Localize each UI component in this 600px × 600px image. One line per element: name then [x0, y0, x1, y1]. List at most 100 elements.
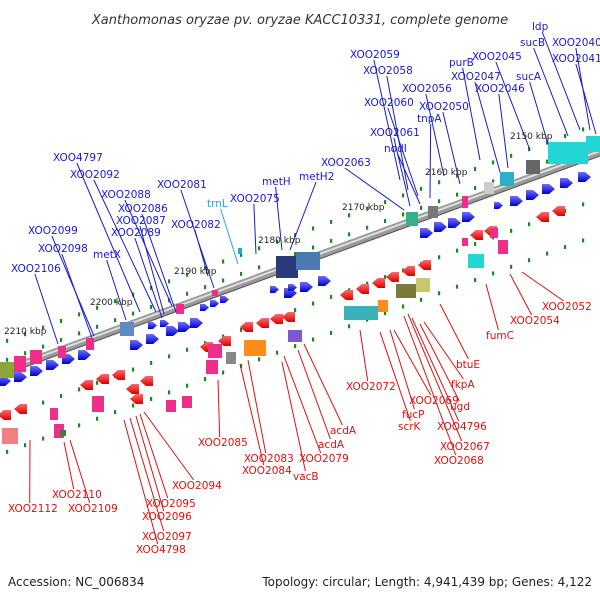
forward-gene-arrow[interactable]: [190, 318, 203, 328]
reverse-gene-arrow[interactable]: [126, 384, 139, 394]
reverse-gene-arrow[interactable]: [240, 322, 253, 332]
reverse-gene-label[interactable]: acdA: [330, 425, 357, 437]
forward-gene-label[interactable]: ldp: [532, 21, 549, 33]
forward-gene-label[interactable]: metH: [262, 176, 291, 188]
reverse-gene-label[interactable]: fkpA: [451, 379, 475, 391]
forward-gene-label[interactable]: XOO2040: [552, 37, 600, 49]
reverse-gene-arrow[interactable]: [340, 290, 353, 300]
reverse-gene-arrow[interactable]: [552, 206, 565, 216]
forward-gene-arrow[interactable]: [30, 366, 43, 376]
reverse-gene-label[interactable]: XOO2068: [434, 455, 484, 467]
gene-feature-block[interactable]: [2, 428, 18, 444]
reverse-gene-arrow[interactable]: [112, 370, 125, 380]
reverse-gene-label[interactable]: XOO2054: [510, 315, 560, 327]
forward-gene-label[interactable]: XOO2061: [370, 127, 420, 139]
reverse-gene-label[interactable]: XOO4796: [437, 421, 487, 433]
reverse-gene-arrow[interactable]: [270, 314, 283, 324]
reverse-gene-label[interactable]: XOO2097: [142, 531, 192, 543]
reverse-gene-arrow[interactable]: [282, 312, 295, 322]
forward-gene-label[interactable]: XOO2041: [552, 53, 600, 65]
forward-gene-arrow[interactable]: [578, 172, 591, 182]
reverse-gene-arrow[interactable]: [386, 272, 399, 282]
reverse-gene-arrow[interactable]: [96, 374, 109, 384]
forward-gene-label[interactable]: XOO4797: [53, 152, 103, 164]
forward-gene-label[interactable]: tnpA: [417, 113, 442, 125]
reverse-gene-arrow[interactable]: [140, 376, 153, 386]
forward-gene-label[interactable]: XOO2089: [111, 227, 161, 239]
gene-feature-block[interactable]: [0, 362, 14, 378]
forward-gene-arrow[interactable]: [46, 360, 59, 370]
reverse-gene-label[interactable]: XOO2069: [409, 395, 459, 407]
gene-feature-block[interactable]: [490, 228, 498, 238]
gene-feature-block[interactable]: [54, 424, 64, 438]
forward-gene-label[interactable]: XOO2081: [157, 179, 207, 191]
reverse-gene-arrow[interactable]: [218, 336, 231, 346]
gene-feature-block[interactable]: [406, 212, 418, 226]
reverse-gene-arrow[interactable]: [256, 318, 269, 328]
reverse-gene-arrow[interactable]: [372, 278, 385, 288]
reverse-gene-label[interactable]: acdA: [318, 439, 345, 451]
forward-gene-arrow[interactable]: [0, 376, 11, 386]
reverse-gene-arrow[interactable]: [130, 394, 143, 404]
gene-feature-block[interactable]: [30, 350, 42, 364]
gene-feature-block[interactable]: [498, 240, 508, 254]
gene-feature-block[interactable]: [244, 340, 266, 356]
forward-gene-arrow[interactable]: [146, 334, 159, 344]
forward-gene-arrow[interactable]: [166, 326, 179, 336]
gene-feature-block[interactable]: [288, 330, 302, 342]
forward-gene-label[interactable]: XOO2050: [419, 101, 469, 113]
reverse-gene-label[interactable]: scrK: [398, 421, 422, 433]
gene-feature-block[interactable]: [50, 408, 58, 420]
forward-gene-label[interactable]: XOO2058: [363, 65, 413, 77]
forward-gene-label[interactable]: XOO2063: [321, 157, 371, 169]
reverse-gene-arrow[interactable]: [14, 404, 27, 414]
forward-gene-label[interactable]: XOO2088: [101, 189, 151, 201]
forward-gene-arrow[interactable]: [288, 284, 297, 291]
reverse-gene-label[interactable]: XOO2079: [299, 453, 349, 465]
gene-feature-block[interactable]: [60, 430, 66, 436]
forward-gene-arrow[interactable]: [130, 340, 143, 350]
reverse-gene-label[interactable]: XOO2083: [244, 453, 294, 465]
forward-gene-label[interactable]: XOO2056: [402, 83, 452, 95]
gene-feature-block[interactable]: [344, 306, 378, 320]
forward-gene-arrow[interactable]: [200, 304, 209, 311]
reverse-gene-label[interactable]: XOO2052: [542, 301, 592, 313]
gene-feature-block[interactable]: [226, 352, 236, 364]
forward-gene-label[interactable]: sucB: [520, 37, 545, 49]
gene-feature-block[interactable]: [14, 356, 26, 372]
gene-feature-block[interactable]: [238, 248, 242, 254]
reverse-gene-label[interactable]: XOO2096: [142, 511, 192, 523]
forward-gene-label[interactable]: XOO2087: [116, 215, 166, 227]
reverse-gene-label[interactable]: XOO2072: [346, 381, 396, 393]
forward-gene-arrow[interactable]: [420, 228, 433, 238]
forward-gene-arrow[interactable]: [462, 212, 475, 222]
forward-gene-label[interactable]: metH2: [299, 171, 334, 183]
reverse-gene-label[interactable]: XOO2109: [68, 503, 118, 515]
forward-gene-arrow[interactable]: [78, 350, 91, 360]
forward-gene-arrow[interactable]: [284, 288, 297, 298]
reverse-gene-label[interactable]: XOO2084: [242, 465, 292, 477]
reverse-gene-label[interactable]: XOO2094: [172, 480, 222, 492]
forward-gene-arrow[interactable]: [14, 372, 27, 382]
forward-gene-label[interactable]: XOO2046: [475, 83, 525, 95]
forward-gene-label[interactable]: XOO2106: [11, 263, 61, 275]
forward-gene-label[interactable]: XOO2098: [38, 243, 88, 255]
gene-feature-block[interactable]: [296, 252, 320, 270]
forward-gene-label[interactable]: trnL: [207, 198, 228, 210]
forward-gene-label[interactable]: XOO2060: [364, 97, 414, 109]
reverse-gene-arrow[interactable]: [418, 260, 431, 270]
gene-feature-block[interactable]: [276, 256, 298, 278]
gene-feature-block[interactable]: [182, 396, 192, 408]
reverse-gene-arrow[interactable]: [470, 230, 483, 240]
gene-feature-block[interactable]: [212, 290, 218, 296]
forward-gene-label[interactable]: XOO2059: [350, 49, 400, 61]
forward-gene-arrow[interactable]: [210, 300, 219, 307]
gene-feature-block[interactable]: [378, 300, 388, 312]
forward-gene-label[interactable]: XOO2047: [451, 71, 501, 83]
gene-feature-block[interactable]: [500, 172, 514, 186]
forward-gene-label[interactable]: XOO2045: [472, 51, 522, 63]
gene-feature-block[interactable]: [548, 142, 588, 164]
forward-gene-arrow[interactable]: [300, 282, 313, 292]
reverse-gene-label[interactable]: btuE: [456, 359, 480, 371]
reverse-gene-label[interactable]: fucP: [402, 409, 424, 421]
